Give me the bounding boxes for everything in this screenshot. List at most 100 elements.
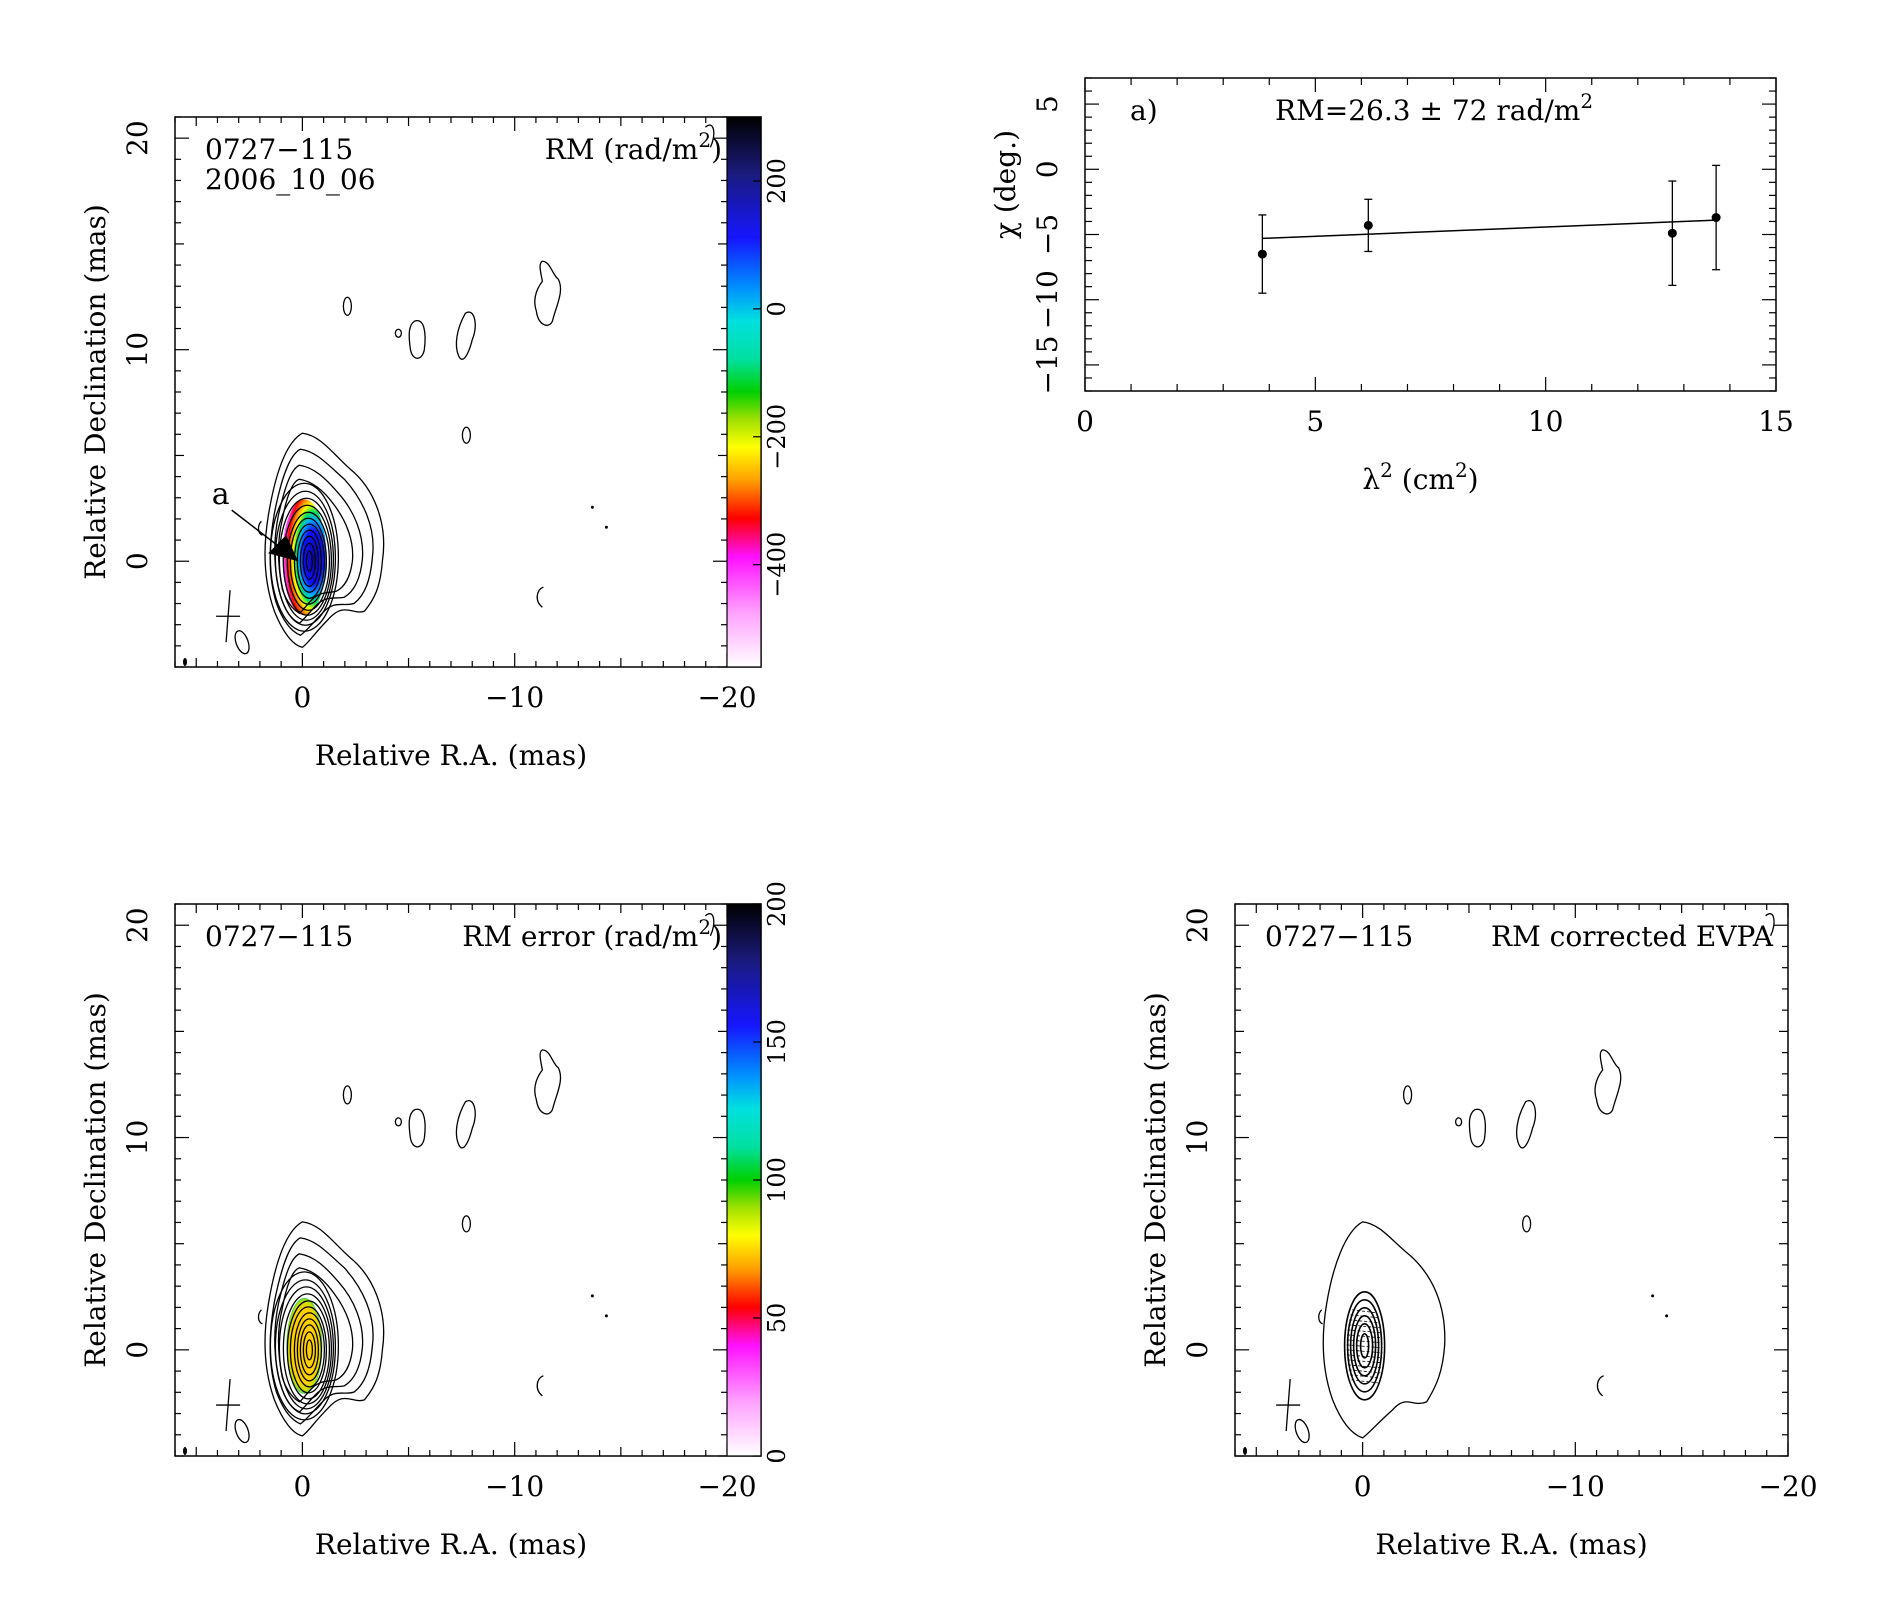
y-tick-label: 10: [121, 332, 154, 368]
superscript: 2: [1580, 89, 1593, 113]
core-contour: [1346, 1299, 1383, 1393]
text-part: ): [1468, 463, 1479, 496]
y-axis-label: Relative Declination (mas): [79, 204, 112, 580]
core-contour: [1343, 1291, 1386, 1401]
x-tick-label: 0: [293, 681, 311, 714]
colorbar-tick-label: −400: [763, 532, 791, 598]
intensity-contours: [1322, 1221, 1446, 1439]
text-part: RM error (rad/m: [462, 920, 698, 953]
colorbar-tick-label: 100: [763, 1157, 791, 1203]
superscript: 2: [698, 128, 711, 152]
x-axis-label: Relative R.A. (mas): [315, 739, 587, 772]
colorbar-tick-label: 200: [763, 158, 791, 204]
plot-area: [1243, 913, 1775, 1455]
x-tick-label: 15: [1758, 405, 1794, 438]
source-label: 0727−115: [1265, 920, 1413, 953]
data-point: [1363, 220, 1373, 230]
x-tick-label: 0: [1354, 1470, 1372, 1503]
beam-cross: [225, 1378, 231, 1432]
text-part: RM=26.3 ± 72 rad/m: [1275, 94, 1580, 127]
panel-title: RM error (rad/m2): [462, 915, 722, 953]
annotation-arrowhead: [268, 535, 299, 562]
outer-contour: [1322, 1221, 1446, 1439]
data-point: [1257, 249, 1267, 259]
y-tick-label: 0: [1031, 160, 1064, 178]
evpa-vector: [1346, 1349, 1383, 1354]
y-tick-label: 10: [1181, 1120, 1214, 1156]
x-tick-label: 0: [293, 1470, 311, 1503]
x-tick-label: 5: [1306, 405, 1324, 438]
text-part: ): [711, 133, 722, 166]
data-point: [1667, 228, 1677, 238]
y-tick-label: 0: [121, 552, 154, 570]
x-axis-label: λ2 (cm2): [1362, 458, 1478, 496]
evpa-vector: [1346, 1354, 1383, 1359]
y-tick-label: 20: [121, 120, 154, 156]
fit-line: [1262, 219, 1717, 240]
text-part: λ: [1362, 463, 1380, 496]
source-label: 0727−115: [205, 133, 353, 166]
source-label: 0727−115: [205, 920, 353, 953]
annotation-label: a: [212, 477, 230, 512]
superscript: 2: [698, 915, 711, 939]
x-tick-label: 10: [1528, 405, 1564, 438]
evpa-vector: [1347, 1329, 1382, 1334]
x-tick-label: −10: [485, 681, 544, 714]
evpa-vector: [1349, 1319, 1381, 1324]
y-tick-label: 10: [121, 1120, 154, 1156]
core-contour: [1352, 1315, 1377, 1377]
colorbar-frame: [726, 116, 762, 668]
x-axis-label: Relative R.A. (mas): [315, 1528, 587, 1561]
plot-frame: [1234, 903, 1789, 1457]
y-tick-label: −5: [1031, 214, 1064, 255]
y-tick-label: −10: [1031, 270, 1064, 329]
jet-contours-use: [264, 1221, 385, 1437]
y-axis-label: χ (deg.): [989, 130, 1022, 239]
evpa-vector: [1347, 1334, 1383, 1339]
x-tick-label: 0: [1076, 405, 1094, 438]
colorbar-tick-label: 200: [763, 881, 791, 927]
text-part: (cm: [1393, 463, 1455, 496]
colorbar-tick-label: 50: [763, 1303, 791, 1334]
colorbar-tick-label: 0: [763, 1448, 791, 1463]
noise-dot: [590, 505, 594, 509]
beam-cross: [1285, 1378, 1291, 1432]
y-tick-label: 0: [121, 1341, 154, 1359]
data-point: [1711, 213, 1721, 223]
beam-ellipse: [234, 630, 250, 655]
text-part: ): [711, 920, 722, 953]
evpa-vector: [1352, 1309, 1378, 1314]
y-tick-label: 5: [1031, 95, 1064, 113]
evpa-vector: [1348, 1324, 1381, 1329]
plot-area: [183, 124, 715, 666]
core-contour: [1359, 1333, 1370, 1359]
noise-dot: [183, 1447, 187, 1455]
noise-dot: [183, 658, 187, 666]
superscript: 2: [1455, 458, 1468, 482]
faint-contours-use: [1318, 913, 1775, 1397]
panel-label: a): [1130, 94, 1158, 127]
superscript: 2: [1380, 458, 1393, 482]
colorbar: [727, 117, 761, 667]
y-tick-label: 20: [121, 907, 154, 943]
panel-title: RM (rad/m2): [545, 128, 722, 166]
text-part: RM (rad/m: [545, 133, 699, 166]
evpa-vector: [1346, 1339, 1383, 1344]
panel-title: RM corrected EVPA: [1491, 920, 1774, 953]
x-tick-label: −20: [697, 681, 756, 714]
y-tick-label: −15: [1031, 335, 1064, 394]
beam-cross: [225, 590, 231, 643]
intensity-contours: [257, 913, 715, 1437]
evpa-vector: [1351, 1379, 1378, 1384]
y-axis-label: Relative Declination (mas): [1139, 992, 1172, 1368]
plot-frame: [174, 903, 762, 1457]
faint-contours: [1318, 913, 1775, 1397]
noise-dot: [1651, 1294, 1655, 1298]
colorbar-tick-label: 0: [763, 301, 791, 316]
core-contour: [1349, 1307, 1380, 1385]
evpa-vector: [1347, 1359, 1382, 1364]
noise-dot: [604, 1314, 608, 1318]
